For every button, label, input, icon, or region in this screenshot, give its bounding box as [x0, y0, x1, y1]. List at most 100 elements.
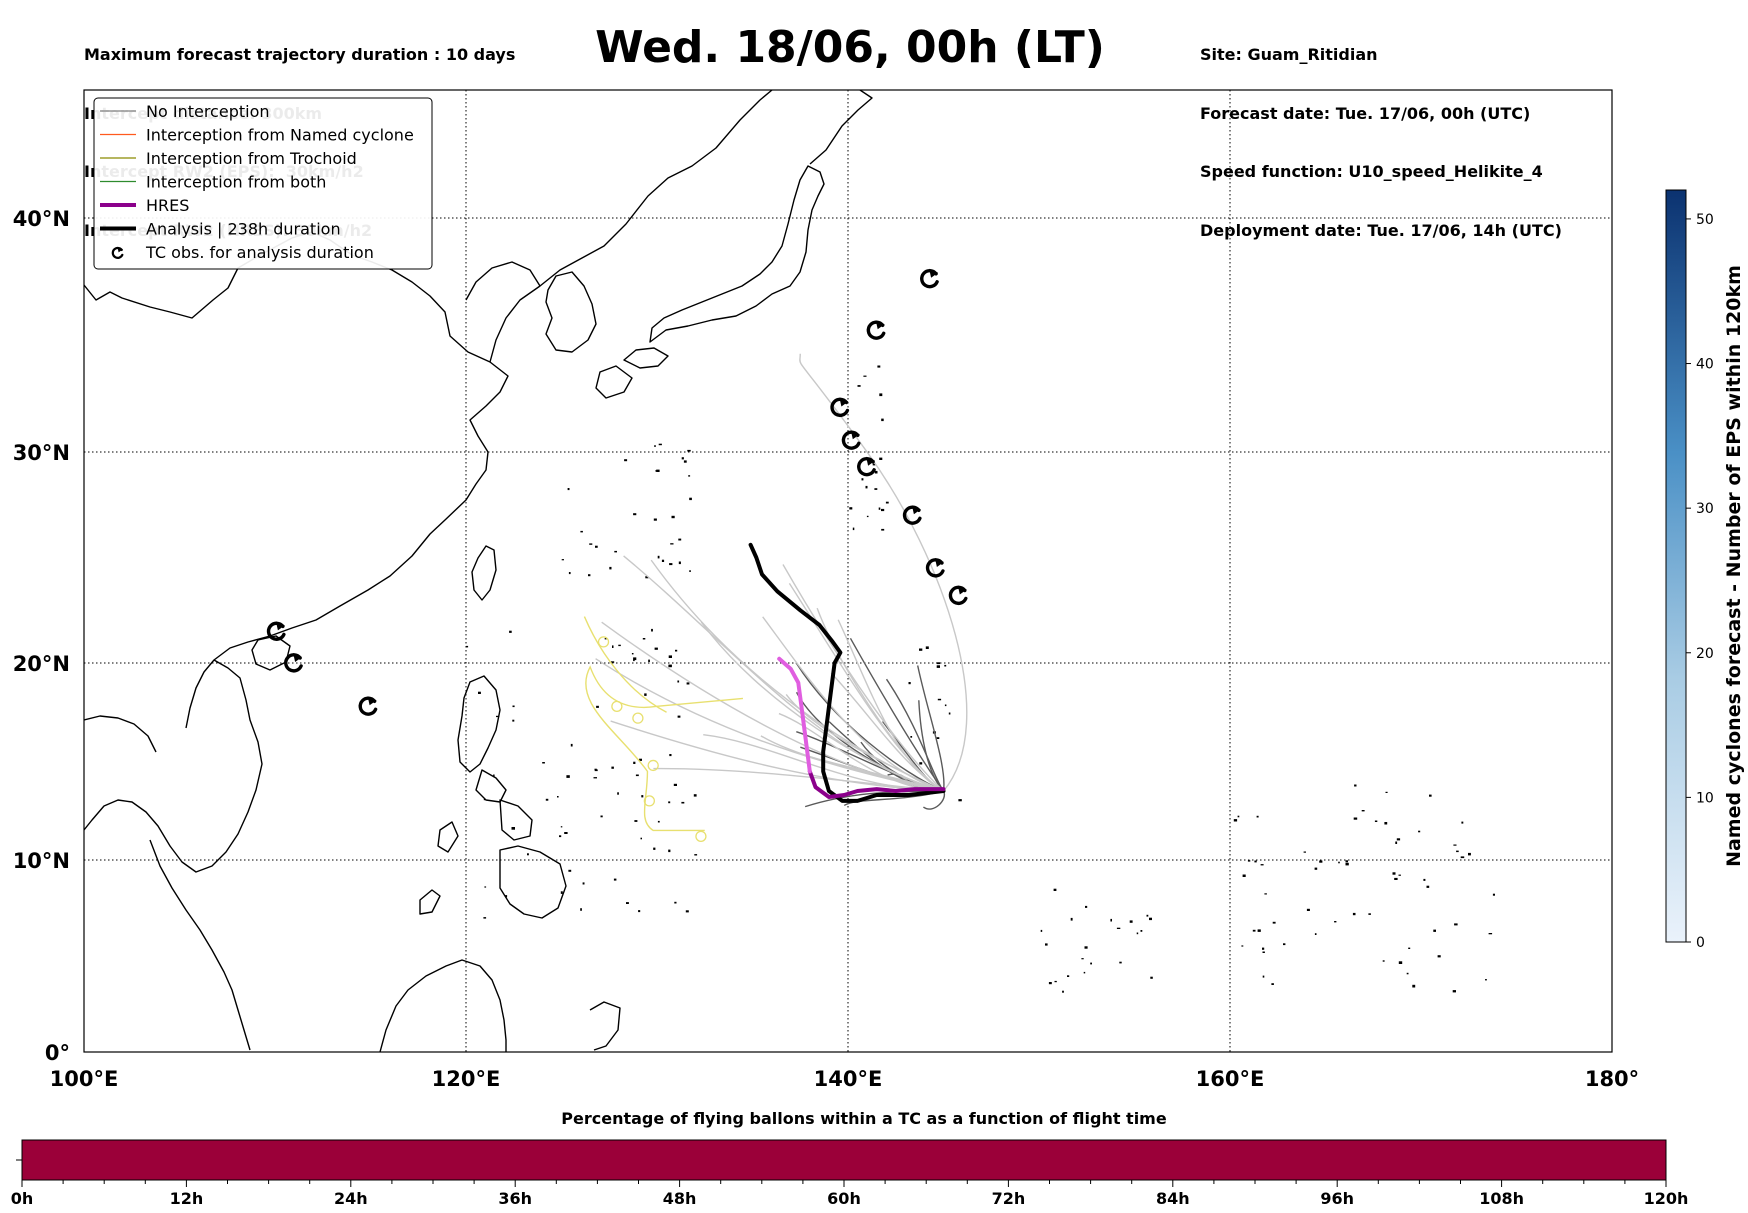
island	[1040, 929, 1043, 932]
island	[560, 826, 563, 828]
ensemble-track	[653, 767, 944, 792]
island	[1426, 885, 1430, 888]
island	[1119, 961, 1122, 964]
island	[483, 798, 486, 801]
tc-marker-arrow	[957, 585, 967, 595]
island	[653, 847, 656, 850]
island	[1314, 933, 1317, 935]
island	[1048, 982, 1052, 985]
island	[1314, 867, 1318, 870]
island	[657, 555, 660, 559]
island	[610, 661, 615, 663]
island	[958, 799, 962, 802]
island	[566, 775, 570, 778]
island	[661, 559, 665, 562]
island	[1045, 943, 1048, 946]
tc-marker-arrow	[839, 397, 849, 407]
island	[1090, 962, 1092, 965]
island	[865, 485, 868, 489]
series-line	[777, 656, 812, 774]
island	[688, 475, 691, 477]
island	[1272, 921, 1276, 924]
island	[1412, 984, 1416, 988]
island	[560, 891, 563, 894]
island	[1398, 961, 1403, 964]
island	[580, 908, 582, 911]
island	[1384, 822, 1388, 825]
island	[878, 507, 881, 510]
island	[1488, 933, 1493, 935]
island	[1452, 990, 1456, 993]
island	[686, 682, 690, 685]
island	[1262, 951, 1265, 953]
island	[1150, 976, 1153, 979]
island	[683, 460, 687, 463]
tc-marker-arrow	[293, 653, 303, 662]
bar-tick-label: 48h	[663, 1189, 697, 1208]
island	[542, 762, 545, 764]
bar-tick-label: 12h	[170, 1189, 204, 1208]
y-tick-label: 40°N	[13, 207, 70, 231]
tc-marker	[266, 621, 286, 641]
bar-tick-label: 84h	[1156, 1189, 1190, 1208]
ensemble-track	[849, 637, 945, 792]
coastline	[84, 90, 873, 1052]
series-line	[748, 542, 946, 803]
island	[527, 853, 529, 856]
ensemble-track	[623, 555, 944, 792]
island	[1406, 972, 1409, 975]
y-tick-label: 20°N	[13, 652, 70, 676]
island	[653, 518, 657, 521]
colorbar: 0 10 20 30 40 50 Named cyclones forecast - Num…	[1665, 189, 1745, 951]
island	[681, 801, 685, 804]
island	[866, 515, 869, 518]
ensemble-track	[917, 665, 945, 792]
island	[1352, 912, 1356, 916]
island	[861, 478, 864, 481]
island	[512, 705, 515, 708]
island	[582, 882, 585, 885]
island	[633, 659, 635, 662]
island	[645, 576, 649, 579]
island	[631, 653, 634, 655]
island	[857, 385, 861, 387]
flight-time-bar: Percentage of flying ballons within a TC…	[11, 1109, 1689, 1208]
island	[505, 895, 508, 898]
tc-marker-arrow	[911, 505, 921, 515]
island	[1423, 878, 1426, 881]
trochoid-loop	[597, 636, 610, 648]
island	[570, 743, 573, 747]
island	[611, 766, 614, 769]
island	[1081, 958, 1084, 960]
island	[1252, 929, 1256, 932]
island	[669, 754, 672, 757]
x-tick-label: 180°	[1585, 1067, 1639, 1091]
legend-label: Interception from both	[146, 173, 326, 192]
island	[677, 715, 681, 718]
island	[885, 501, 889, 504]
island	[633, 657, 637, 661]
island	[1408, 947, 1411, 949]
island	[936, 665, 940, 668]
island	[624, 459, 628, 462]
bar-title: Percentage of flying ballons within a TC…	[561, 1109, 1167, 1128]
island	[944, 704, 947, 707]
legend-cyclone-icon	[111, 246, 124, 259]
island	[910, 736, 913, 738]
tc-marker	[841, 430, 861, 450]
ensemble-track	[610, 720, 944, 792]
island	[936, 662, 941, 665]
bar-fill	[21, 1139, 1667, 1181]
trochoid-track	[583, 616, 667, 713]
island	[613, 878, 617, 881]
tc-marker-arrow	[866, 456, 876, 466]
island	[948, 712, 951, 715]
legend-box	[93, 97, 433, 270]
island	[557, 796, 559, 798]
trochoid-loop	[695, 830, 707, 843]
island	[657, 820, 660, 823]
tc-marker-arrow	[929, 268, 939, 278]
header-right-line: Site: Guam_Ritidian	[1200, 45, 1378, 64]
island	[466, 645, 469, 648]
tc-marker	[358, 696, 378, 716]
